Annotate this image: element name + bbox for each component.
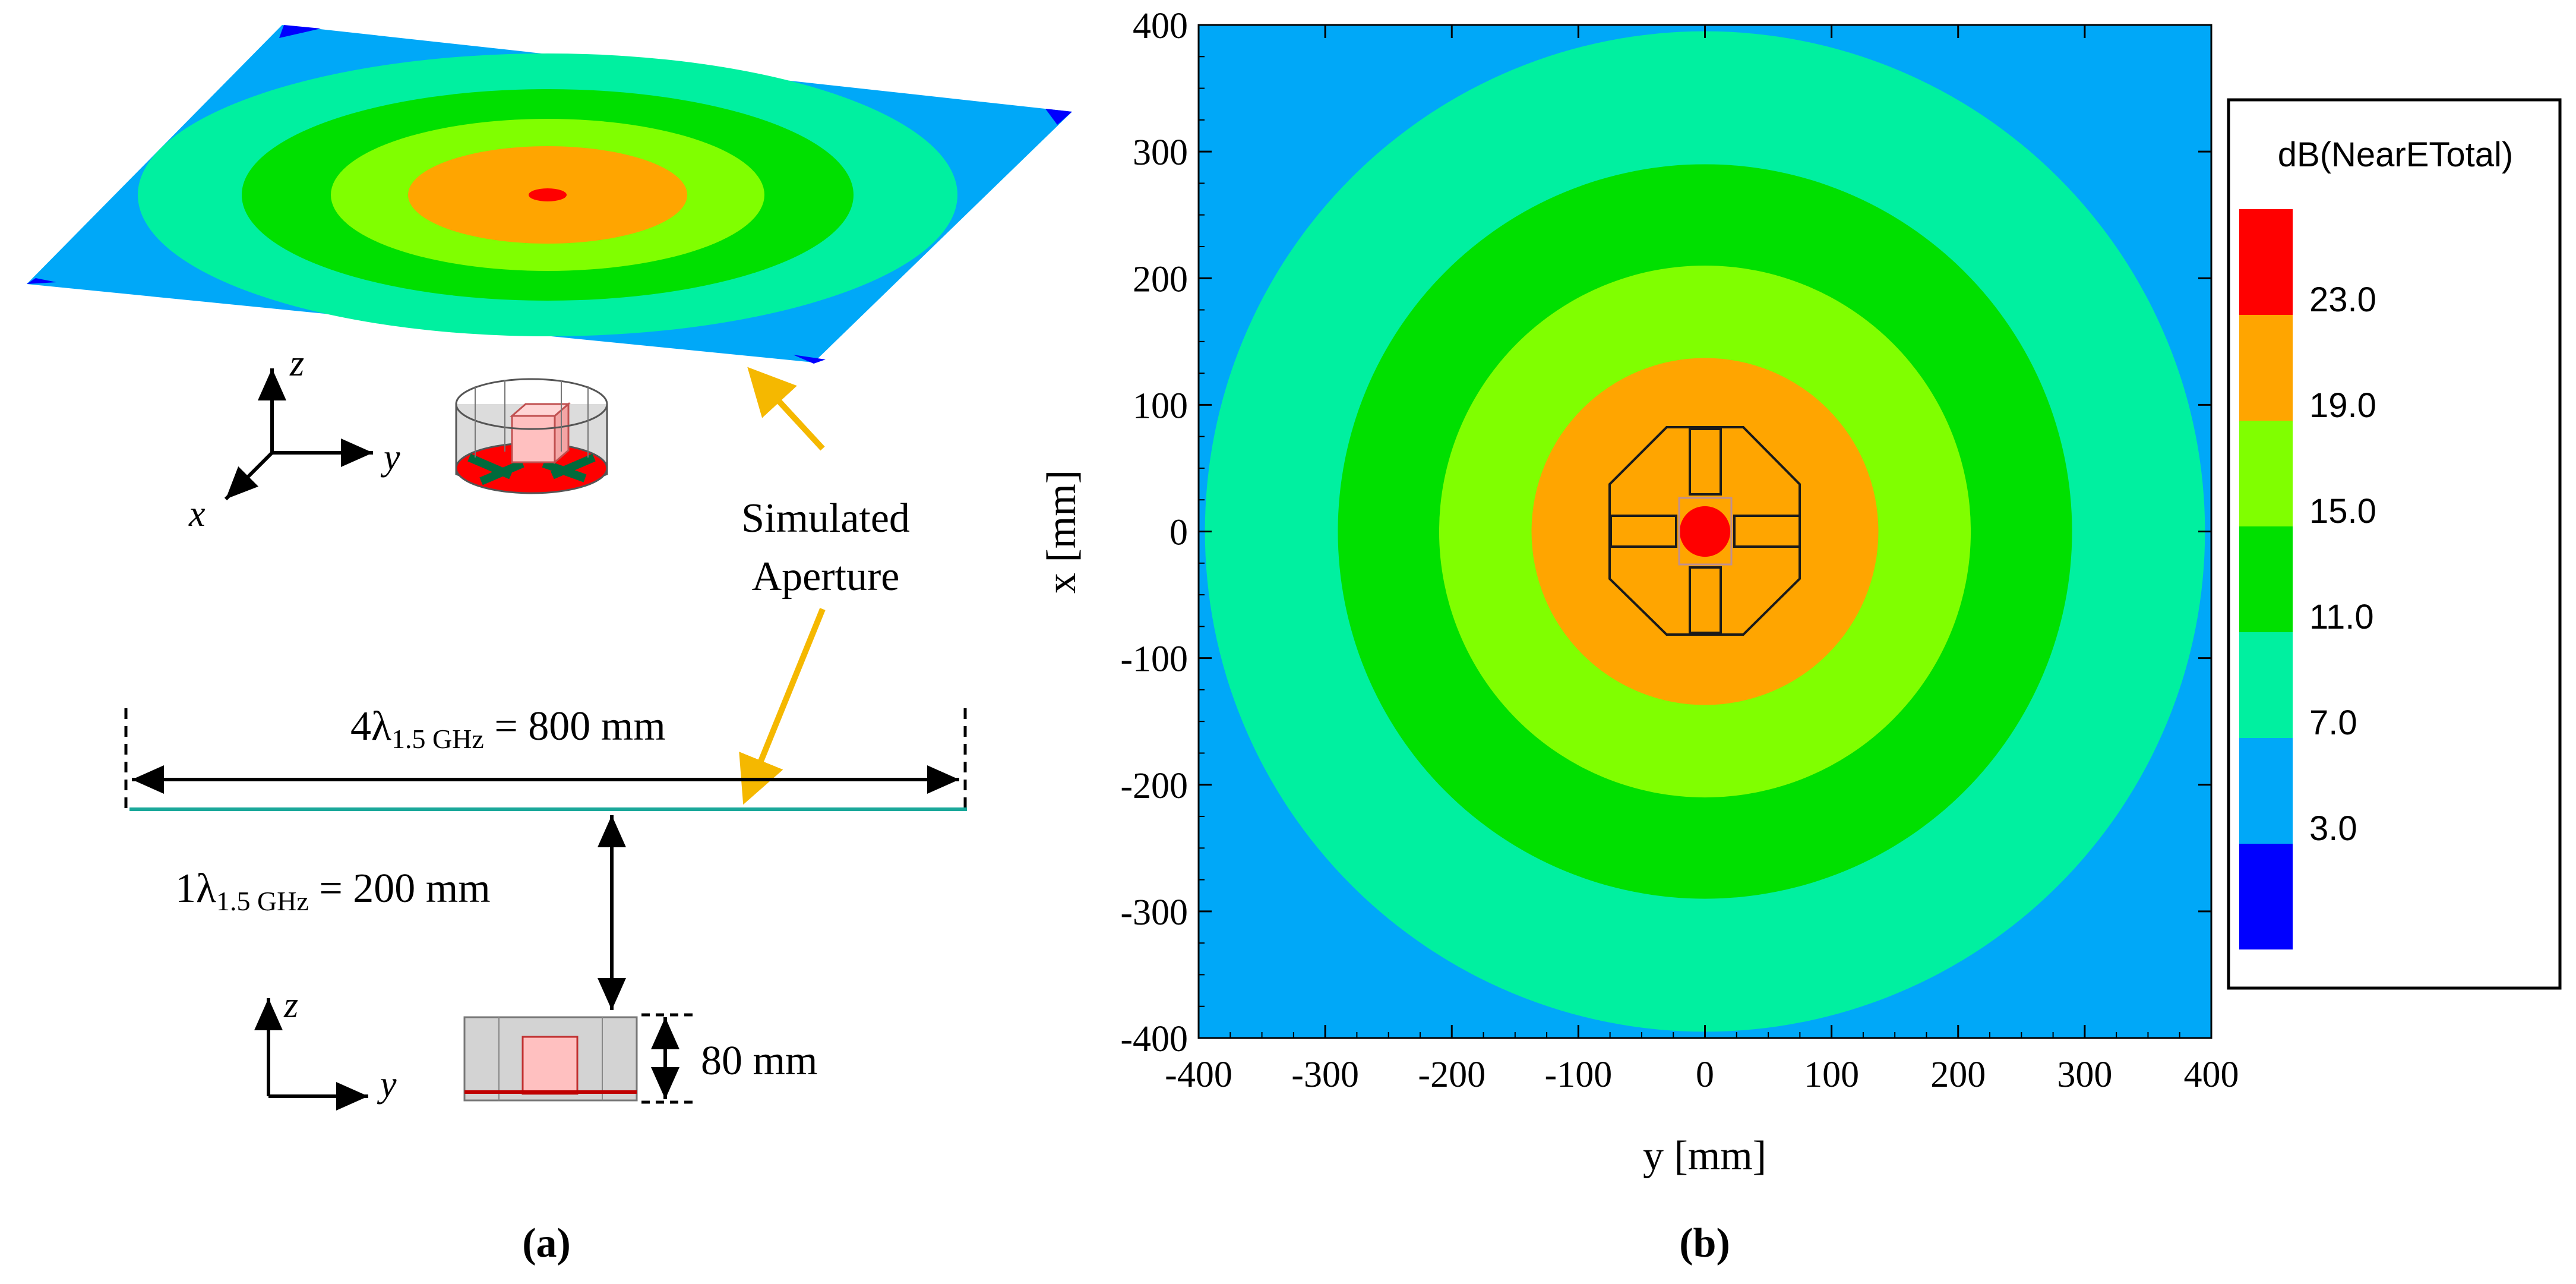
aperture-band-23 bbox=[529, 188, 567, 201]
x-tick-label: -300 bbox=[1291, 1055, 1359, 1095]
legend-swatch bbox=[2239, 632, 2293, 738]
y-tick-label: 300 bbox=[1133, 132, 1188, 173]
height-label: 1λ1.5 GHz = 200 mm bbox=[175, 866, 491, 916]
y-tick-label: -100 bbox=[1120, 639, 1188, 680]
x-tick-label: 300 bbox=[2057, 1055, 2112, 1095]
x-tick-label: 200 bbox=[1930, 1055, 1986, 1095]
legend-swatch bbox=[2239, 421, 2293, 526]
annotation-line-2: Aperture bbox=[752, 554, 900, 600]
x-axis-label: y [mm] bbox=[1643, 1133, 1766, 1179]
x-tick-label: 0 bbox=[1696, 1055, 1714, 1095]
legend-level-label: 3.0 bbox=[2309, 809, 2357, 848]
x-tick-label: 100 bbox=[1804, 1055, 1859, 1095]
axis-z-label: z bbox=[283, 985, 298, 1026]
axis-pair-bottom: z y bbox=[254, 985, 397, 1111]
axis-x-label: x bbox=[188, 494, 206, 534]
axis-z-label: z bbox=[289, 343, 304, 384]
axis-y-label: y bbox=[377, 1064, 397, 1105]
contour-plot: -400 -300 -200 -100 0 100 200 300 400 400 300 200 10… bbox=[1120, 6, 2239, 1095]
legend-swatch bbox=[2239, 844, 2293, 949]
legend-level-label: 15.0 bbox=[2309, 492, 2376, 531]
y-axis-label: x [mm] bbox=[1039, 470, 1085, 594]
height-dimension: 1λ1.5 GHz = 200 mm bbox=[175, 815, 626, 1010]
y-tick-label: 200 bbox=[1133, 259, 1188, 299]
y-tick-label: 100 bbox=[1133, 386, 1188, 426]
legend-title: dB(NearETotal) bbox=[2278, 135, 2513, 174]
antenna-height-dimension: 80 mm bbox=[641, 1013, 817, 1104]
corner-blue bbox=[279, 25, 321, 38]
aperture-annotation: Simulated Aperture bbox=[739, 367, 910, 805]
antenna-overlay bbox=[1608, 426, 1801, 636]
legend-level-label: 11.0 bbox=[2309, 598, 2374, 636]
contour-band bbox=[1679, 506, 1731, 557]
y-tick-label: 0 bbox=[1170, 513, 1188, 553]
legend-swatch bbox=[2239, 526, 2293, 632]
color-legend: dB(NearETotal) 23.0 19.0 15.0 11.0 7.0 3.0 bbox=[2227, 98, 2562, 990]
corner-blue bbox=[27, 278, 56, 284]
x-tick-label: -100 bbox=[1545, 1055, 1613, 1095]
width-dimension: 4λ1.5 GHz = 800 mm bbox=[124, 703, 967, 809]
annotation-line-1: Simulated bbox=[741, 496, 910, 541]
y-tick-label: -200 bbox=[1120, 766, 1188, 806]
legend-swatch bbox=[2239, 315, 2293, 421]
aperture-field-plot bbox=[27, 25, 1072, 364]
axis-triad-top: z y x bbox=[188, 343, 400, 534]
panel-a: z y x Simulated Aperture bbox=[27, 25, 1072, 1266]
panel-b: -400 -300 -200 -100 0 100 200 300 400 400 300 200 10… bbox=[1039, 6, 2562, 1266]
legend-level-label: 7.0 bbox=[2309, 703, 2357, 742]
legend-swatch bbox=[2239, 209, 2293, 315]
antenna-side-view bbox=[463, 1016, 638, 1102]
y-tick-label: -400 bbox=[1120, 1019, 1188, 1059]
antenna-3d-model bbox=[455, 378, 608, 494]
caption-a: (a) bbox=[522, 1220, 571, 1266]
x-tick-label: -400 bbox=[1165, 1055, 1232, 1095]
legend-level-label: 19.0 bbox=[2309, 386, 2376, 425]
axis-y-label: y bbox=[380, 437, 400, 478]
legend-level-label: 23.0 bbox=[2309, 280, 2376, 319]
y-tick-label: -300 bbox=[1120, 892, 1188, 933]
x-tick-label: -200 bbox=[1418, 1055, 1485, 1095]
corner-blue bbox=[793, 355, 826, 364]
x-tick-label: 400 bbox=[2184, 1055, 2239, 1095]
caption-b: (b) bbox=[1679, 1220, 1730, 1266]
corner-blue bbox=[1045, 109, 1072, 125]
y-tick-label: 400 bbox=[1133, 6, 1188, 46]
antenna-height-label: 80 mm bbox=[701, 1038, 817, 1084]
legend-swatch bbox=[2239, 738, 2293, 844]
width-label: 4λ1.5 GHz = 800 mm bbox=[350, 703, 666, 754]
